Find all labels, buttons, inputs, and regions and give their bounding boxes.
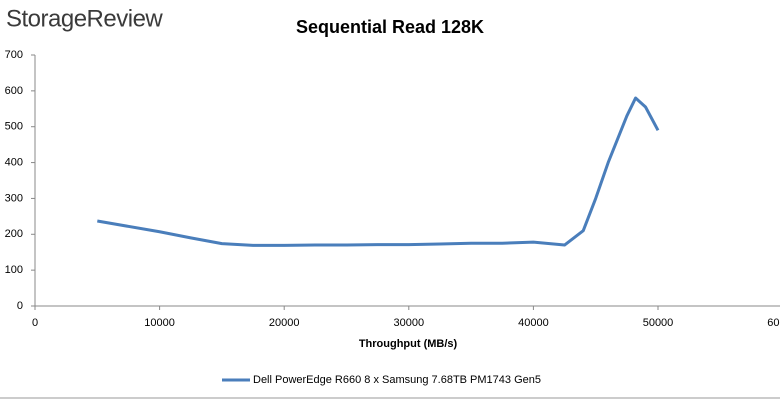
y-tick-label: 200 [5, 228, 23, 240]
y-tick-label: 500 [5, 121, 23, 133]
brand-logo: StorageReview [6, 5, 163, 32]
legend-label: Dell PowerEdge R660 8 x Samsung 7.68TB P… [253, 374, 541, 386]
y-tick-label: 400 [5, 156, 23, 168]
y-tick-label: 600 [5, 85, 23, 97]
x-tick-label: 10000 [144, 317, 175, 329]
y-tick-label: 300 [5, 192, 23, 204]
y-tick-label: 0 [17, 300, 23, 312]
y-tick-label: 100 [5, 264, 23, 276]
x-tick-label: 40000 [518, 317, 549, 329]
x-tick-label: 30000 [394, 317, 425, 329]
x-tick-label: 50000 [643, 317, 674, 329]
data-line [97, 96, 660, 247]
x-axis-label: Throughput (MB/s) [359, 338, 458, 350]
x-tick-label: 20000 [269, 317, 300, 329]
chart-title: Sequential Read 128K [296, 17, 484, 37]
x-tick-label: 60000 [767, 317, 780, 329]
x-tick-label: 0 [32, 317, 38, 329]
y-tick-label: 700 [5, 49, 23, 61]
